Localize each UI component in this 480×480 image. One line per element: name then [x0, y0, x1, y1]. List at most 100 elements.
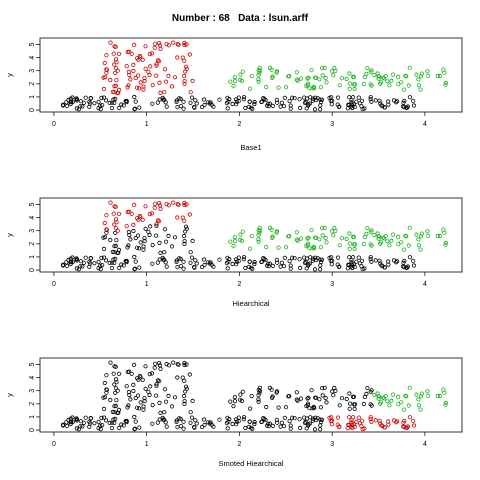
data-point	[304, 243, 309, 249]
data-point	[102, 75, 108, 80]
data-point	[184, 64, 189, 69]
data-point	[382, 425, 387, 430]
data-point	[87, 424, 92, 429]
data-point	[386, 262, 391, 267]
data-point	[317, 267, 323, 272]
data-point	[354, 99, 359, 104]
data-point	[246, 424, 251, 429]
data-point	[133, 395, 138, 401]
data-point	[113, 416, 118, 421]
data-point	[121, 263, 126, 268]
data-point	[65, 103, 70, 109]
y-tick-label: 0	[29, 268, 36, 272]
data-point	[158, 410, 163, 415]
data-point	[126, 389, 131, 395]
data-point	[157, 417, 162, 422]
data-point	[202, 422, 207, 428]
data-point	[137, 425, 142, 430]
data-point	[236, 419, 241, 424]
data-point	[274, 257, 279, 262]
data-point	[418, 407, 423, 412]
data-point	[87, 264, 92, 269]
data-point	[350, 415, 356, 420]
data-point	[232, 394, 237, 400]
data-point	[262, 96, 267, 102]
data-point	[175, 105, 180, 110]
data-point	[295, 238, 300, 243]
data-point	[113, 96, 118, 102]
data-point	[305, 263, 311, 268]
x-tick-label: 4	[423, 121, 427, 128]
data-point	[347, 406, 352, 411]
data-point	[193, 258, 198, 263]
data-point	[112, 84, 117, 89]
data-point	[169, 84, 174, 89]
data-point	[140, 217, 145, 222]
data-point	[247, 419, 252, 424]
data-point	[76, 267, 81, 272]
data-point	[329, 102, 334, 107]
data-point	[403, 105, 409, 110]
data-point	[312, 267, 318, 272]
data-point	[117, 211, 122, 216]
data-point	[435, 73, 440, 79]
data-point	[266, 424, 271, 429]
data-point	[401, 407, 407, 412]
data-point	[242, 95, 247, 100]
data-point	[121, 103, 126, 108]
data-point	[288, 103, 293, 108]
data-point	[312, 427, 318, 432]
data-point	[172, 395, 178, 400]
data-point	[347, 86, 352, 91]
data-point	[181, 419, 186, 424]
data-point	[113, 390, 118, 395]
data-point	[153, 41, 158, 46]
data-point	[101, 95, 107, 100]
data-point	[257, 228, 263, 234]
data-point	[157, 80, 162, 86]
plot-frame	[39, 37, 463, 113]
data-point	[345, 106, 350, 111]
data-point	[217, 417, 222, 422]
data-point	[256, 397, 261, 402]
data-point	[305, 423, 311, 428]
data-point	[382, 265, 387, 270]
data-point	[264, 103, 270, 108]
data-point	[230, 421, 235, 427]
data-point	[246, 104, 251, 109]
data-point	[174, 258, 179, 263]
data-point	[100, 103, 105, 108]
data-point	[182, 241, 187, 246]
data-point	[64, 100, 69, 105]
y-tick-label: 3	[29, 389, 36, 393]
data-point	[351, 234, 356, 239]
data-point	[375, 231, 380, 236]
data-point	[83, 255, 88, 260]
data-point	[188, 100, 193, 105]
x-axis-title: Hiearchical	[232, 299, 269, 308]
data-point	[310, 246, 315, 251]
data-point	[157, 363, 162, 368]
data-point	[347, 231, 352, 236]
data-point	[111, 211, 116, 216]
data-point	[87, 259, 92, 264]
data-point	[107, 100, 112, 106]
data-point	[356, 95, 361, 100]
data-point	[292, 256, 297, 261]
data-point	[375, 391, 380, 396]
data-point	[442, 70, 447, 75]
data-point	[236, 259, 241, 264]
data-point	[115, 68, 120, 73]
data-point	[351, 242, 357, 247]
data-point	[98, 103, 103, 108]
data-point	[182, 42, 187, 48]
data-point	[317, 237, 322, 242]
data-point	[414, 232, 419, 237]
data-point	[124, 419, 129, 425]
data-point	[387, 83, 392, 88]
data-point	[264, 263, 270, 268]
data-point	[141, 84, 146, 89]
data-point	[331, 73, 336, 78]
data-point	[302, 100, 308, 106]
data-point	[123, 418, 128, 424]
